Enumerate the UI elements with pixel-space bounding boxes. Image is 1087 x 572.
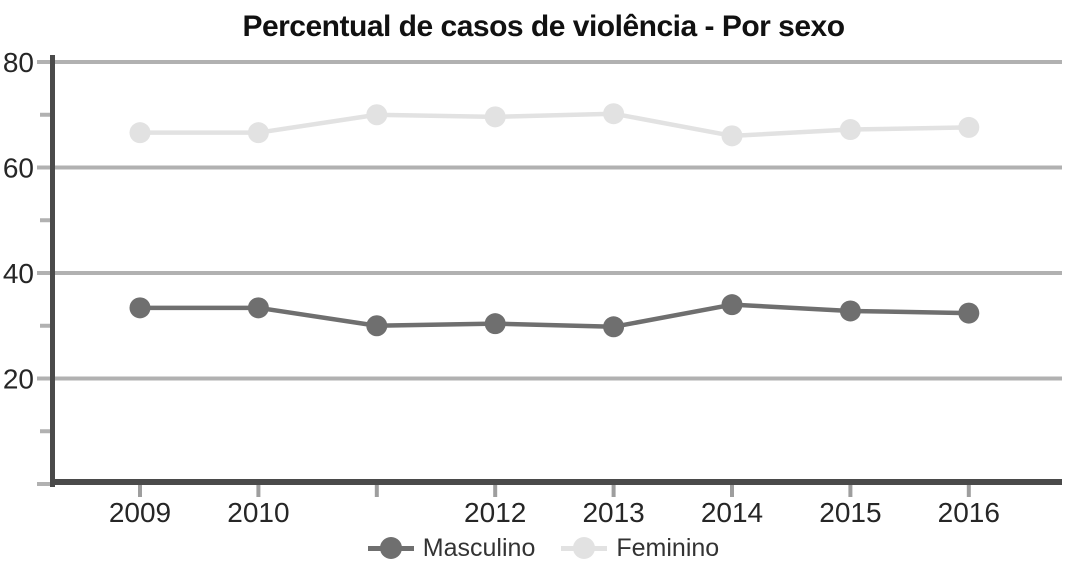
legend-label-feminino: Feminino [616, 533, 720, 562]
gridline-y-20 [37, 376, 1062, 381]
x-tick-2009 [138, 485, 142, 497]
y-minor-tick-70 [40, 112, 52, 117]
y-minor-tick-30 [40, 323, 52, 328]
data-point-feminino-2016 [958, 116, 980, 138]
x-label-2014: 2014 [701, 497, 763, 528]
x-tick-2010 [256, 485, 261, 497]
legend-marker-dot [379, 537, 402, 559]
data-point-masculino-2013 [603, 316, 625, 338]
data-point-masculino-2010 [247, 297, 269, 319]
x-axis-line [50, 479, 1062, 485]
data-point-feminino-2012 [484, 106, 506, 128]
data-point-feminino-2009 [129, 122, 151, 144]
x-label-2010: 2010 [227, 497, 289, 528]
x-label-2009: 2009 [109, 497, 171, 528]
data-point-masculino-2009 [129, 297, 151, 319]
legend: Masculino Feminino [0, 531, 1087, 565]
gridline-y-40 [37, 271, 1062, 275]
y-tick-0 [37, 482, 50, 486]
legend-item-masculino: Masculino [367, 533, 536, 563]
series-line-feminino [140, 111, 969, 139]
y-label-40: 40 [3, 258, 34, 289]
data-point-feminino-2013 [603, 103, 625, 125]
data-point-masculino-2011 [366, 315, 388, 337]
data-point-masculino-2014 [721, 294, 743, 316]
x-tick-2013 [611, 485, 616, 497]
legend-label-masculino: Masculino [422, 533, 536, 562]
data-point-feminino-2015 [839, 119, 861, 141]
data-point-masculino-2016 [958, 302, 980, 324]
x-tick-2011 [374, 485, 379, 497]
gridline-y-80 [37, 60, 1062, 64]
feminino-series-marker-icon [561, 536, 608, 560]
y-axis-line [50, 55, 55, 487]
series-line-masculino [140, 302, 969, 330]
legend-marker-dot [573, 537, 596, 559]
data-point-feminino-2014 [721, 125, 743, 147]
legend-item-feminino: Feminino [561, 534, 719, 563]
x-label-2016: 2016 [938, 497, 1000, 528]
data-point-feminino-2011 [366, 104, 388, 126]
x-tick-2014 [730, 485, 734, 497]
x-label-2013: 2013 [582, 497, 644, 528]
y-label-80: 80 [3, 47, 34, 78]
x-tick-2012 [493, 485, 498, 497]
x-label-2012: 2012 [464, 497, 526, 528]
y-minor-tick-50 [40, 218, 52, 223]
x-tick-2015 [848, 485, 853, 497]
masculino-series-marker-icon [367, 536, 414, 560]
data-point-masculino-2015 [839, 300, 861, 322]
y-minor-tick-10 [40, 429, 52, 434]
chart-title: Percentual de casos de violência - Por s… [242, 10, 845, 43]
gridline-y-60 [37, 165, 1062, 170]
data-point-feminino-2010 [247, 122, 269, 144]
x-label-2015: 2015 [819, 497, 881, 528]
y-label-60: 60 [3, 153, 34, 184]
y-label-20: 20 [3, 364, 34, 395]
x-tick-2016 [966, 485, 971, 497]
data-point-masculino-2012 [484, 313, 506, 335]
